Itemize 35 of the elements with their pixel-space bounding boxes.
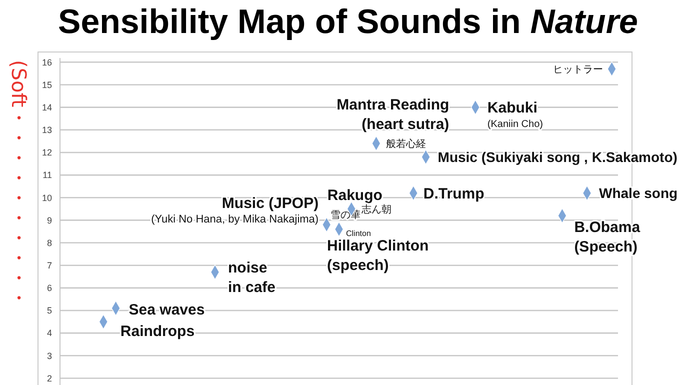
y-axis-title: (Soft・・・・・・・・・・ (7, 60, 31, 308)
annotation: Hillary Clinton (speech) (327, 237, 429, 274)
annotation: Raindrops (120, 323, 195, 340)
y-tick-label: 16 (42, 57, 52, 68)
annotation: Kabuki (487, 100, 538, 117)
annotation: Sea waves (128, 301, 205, 318)
chart-title: Sensibility Map of Sounds in Nature (58, 3, 638, 41)
y-tick-label: 2 (46, 373, 52, 384)
annotation: B.Obama (Speech) (574, 218, 641, 256)
y-tick-label: 5 (46, 306, 52, 316)
annotation: ヒットラー (552, 64, 603, 76)
annotation: Mantra Reading (heart sutra) (336, 96, 450, 134)
y-tick-label: 8 (46, 238, 52, 248)
annotation: 般若心経 (386, 138, 426, 150)
annotation: (Yuki No Hana, by Mika Nakajima) (151, 214, 319, 226)
annotation: D.Trump (423, 185, 484, 202)
y-tick-label: 15 (42, 80, 52, 90)
annotation: Music (JPOP) (222, 194, 319, 212)
annotation: Clinton (346, 229, 371, 238)
y-tick-label: 10 (42, 192, 52, 203)
y-tick-label: 13 (42, 125, 52, 136)
y-tick-label: 9 (46, 215, 52, 226)
y-tick-label: 7 (46, 260, 52, 270)
annotation: Rakugo (327, 187, 382, 204)
y-tick-label: 11 (42, 170, 52, 180)
annotation: (Kaniin Cho) (487, 118, 543, 130)
annotation: Whale song (599, 185, 678, 201)
annotation: noise in cafe (228, 259, 276, 296)
annotation: 志ん朝 (361, 203, 392, 216)
y-tick-label: 6 (46, 283, 52, 294)
y-tick-label: 4 (46, 328, 52, 338)
y-tick-label: 14 (42, 102, 52, 112)
y-tick-label: 3 (46, 350, 52, 361)
annotation: Music (Sukiyaki song , K.Sakamoto) (438, 148, 678, 165)
y-tick-label: 12 (42, 148, 52, 158)
